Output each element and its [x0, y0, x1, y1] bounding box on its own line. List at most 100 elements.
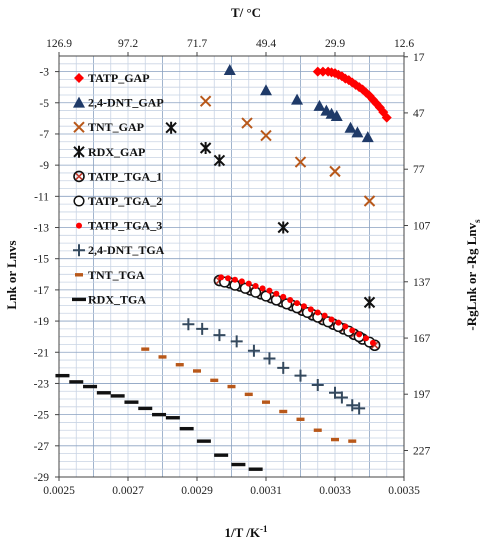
data-point	[252, 282, 259, 289]
data-point	[213, 154, 226, 167]
data-point	[351, 126, 364, 138]
data-point	[124, 400, 139, 404]
data-point	[263, 352, 276, 365]
legend-label: TNT_GAP	[88, 120, 144, 134]
legend-marker	[73, 244, 85, 257]
data-point	[214, 453, 229, 457]
data-point	[138, 406, 153, 411]
right-tick-label: 107	[413, 220, 431, 232]
data-point	[294, 300, 301, 307]
legend-label: TATP_TGA_2	[88, 194, 162, 208]
data-point	[279, 409, 288, 414]
x-tick-label: 0.0027	[112, 485, 144, 497]
data-point	[381, 112, 392, 123]
data-point	[241, 117, 253, 129]
data-point	[313, 428, 322, 432]
y-tick-label: -17	[34, 285, 50, 297]
legend-item: TATP_GAP	[74, 71, 150, 85]
data-point	[356, 331, 363, 338]
data-point	[328, 316, 335, 323]
series-TNT_TGA	[141, 347, 357, 443]
data-point	[218, 274, 225, 281]
data-point	[158, 355, 167, 359]
data-point	[245, 280, 252, 287]
data-point	[314, 309, 321, 316]
data-point	[291, 93, 304, 105]
data-point	[312, 66, 323, 77]
legend-item: RDX_TGA	[72, 292, 146, 306]
data-point	[296, 417, 305, 422]
series-layer	[55, 64, 392, 471]
series-TATP_TGA_3	[218, 274, 376, 346]
top-tick-label: 71.7	[187, 38, 207, 50]
right-tick-label: 167	[413, 333, 431, 345]
y-tick-label: -9	[39, 160, 49, 172]
data-point	[287, 297, 294, 304]
data-point	[317, 66, 328, 77]
data-point	[369, 339, 376, 346]
data-point	[199, 141, 212, 154]
y-tick-label: -19	[34, 316, 50, 328]
top-tick-label: 12.6	[394, 38, 414, 50]
plot-frame	[58, 55, 405, 478]
data-point	[294, 369, 307, 382]
legend-label: 2,4-DNT_TGA	[88, 243, 165, 257]
data-point	[353, 402, 366, 415]
data-point	[152, 412, 167, 417]
data-point	[225, 275, 232, 282]
legend-marker	[76, 222, 82, 229]
data-point	[260, 290, 272, 302]
gridlines	[58, 55, 405, 478]
x-tick-label: 0.0035	[388, 485, 420, 497]
legend-label: 2,4-DNT_GAP	[88, 96, 164, 110]
legend-marker	[73, 121, 85, 133]
data-point	[277, 361, 290, 374]
x-axis-title: 1/T /K-1	[224, 524, 268, 540]
data-point	[165, 121, 177, 134]
data-point	[227, 384, 236, 389]
data-point	[335, 319, 342, 326]
data-point	[329, 165, 341, 178]
data-point	[244, 392, 253, 397]
y-tick-label: -29	[34, 472, 50, 484]
series-RDX_GAP	[165, 121, 376, 309]
data-point	[210, 378, 219, 383]
data-point	[196, 322, 209, 335]
legend-label: RDX_TGA	[88, 292, 146, 306]
top-tick-label: 29.9	[325, 38, 345, 50]
data-point	[300, 303, 307, 310]
right-y-axis-title: -RgLnk or -Rg Lnvs	[464, 219, 482, 331]
data-point	[277, 221, 289, 234]
legend-item: RDX_GAP	[73, 145, 145, 159]
top-x-axis-title: T/ °C	[231, 5, 261, 20]
right-tick-label: 137	[413, 277, 431, 289]
legend-item: TNT_GAP	[73, 120, 144, 134]
y-tick-label: -25	[34, 410, 50, 422]
legend-label: TATP_TGA_1	[88, 169, 162, 183]
series-2,4-DNT_GAP	[223, 64, 374, 143]
x-tick-label: 0.0025	[43, 485, 75, 497]
data-point	[83, 384, 98, 389]
y-tick-label: -27	[34, 441, 50, 453]
right-tick-label: 197	[413, 389, 431, 401]
data-point	[363, 335, 370, 342]
data-point	[262, 400, 270, 404]
data-point	[361, 131, 374, 143]
data-point	[330, 110, 343, 122]
data-point	[141, 347, 150, 351]
legend-item: 2,4-DNT_TGA	[73, 243, 165, 257]
data-point	[313, 99, 326, 111]
data-point	[196, 439, 211, 443]
legend-label: RDX_GAP	[88, 145, 145, 159]
y-tick-label: -3	[39, 67, 49, 79]
data-point	[231, 276, 238, 283]
legend-item: TATP_TGA_2	[73, 194, 162, 208]
y-tick-label: -13	[34, 223, 50, 235]
data-point	[55, 373, 70, 378]
data-point	[266, 287, 273, 294]
data-point	[311, 379, 324, 392]
data-point	[363, 195, 376, 207]
right-tick-label: 77	[413, 164, 425, 176]
legend: TATP_GAP 2,4-DNT_GAP TNT_GAP RDX_GAP TATP_TG…	[72, 71, 165, 306]
data-point	[69, 380, 84, 384]
